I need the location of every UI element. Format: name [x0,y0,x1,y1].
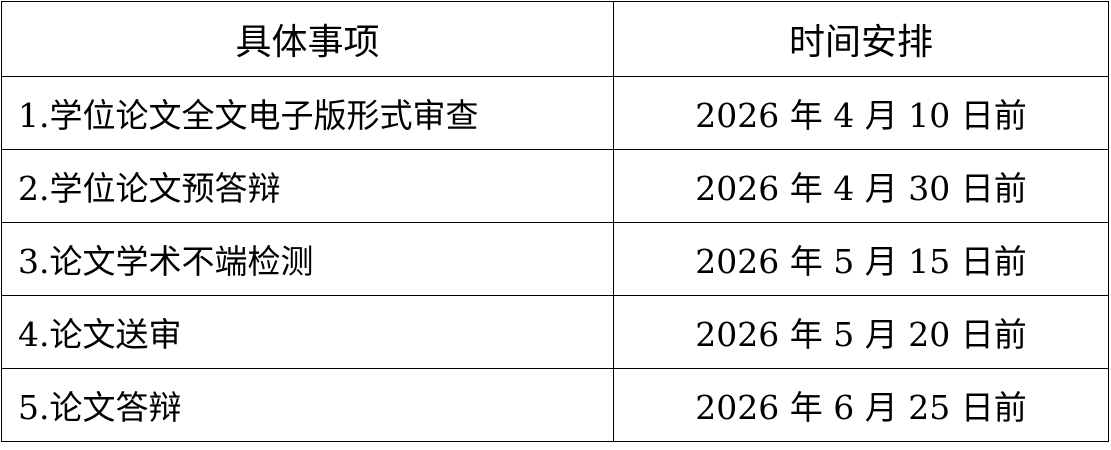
item-cell: 5.论文答辩 [1,368,614,442]
table-row: 4.论文送审 2026 年 5 月 20 日前 [1,295,1109,369]
time-cell: 2026 年 4 月 10 日前 [613,76,1109,150]
item-cell: 1.学位论文全文电子版形式审查 [1,76,614,150]
time-cell: 2026 年 5 月 20 日前 [613,295,1109,369]
header-time: 时间安排 [613,1,1109,77]
item-cell: 4.论文送审 [1,295,614,369]
table-row: 3.论文学术不端检测 2026 年 5 月 15 日前 [1,222,1109,296]
header-item: 具体事项 [1,1,614,77]
table-row: 1.学位论文全文电子版形式审查 2026 年 4 月 10 日前 [1,76,1109,150]
item-cell: 3.论文学术不端检测 [1,222,614,296]
schedule-table: 具体事项 时间安排 1.学位论文全文电子版形式审查 2026 年 4 月 10 日… [1,1,1109,442]
header-row: 具体事项 时间安排 [1,1,1109,77]
time-cell: 2026 年 5 月 15 日前 [613,222,1109,296]
time-cell: 2026 年 4 月 30 日前 [613,149,1109,223]
item-cell: 2.学位论文预答辩 [1,149,614,223]
table-row: 2.学位论文预答辩 2026 年 4 月 30 日前 [1,149,1109,223]
time-cell: 2026 年 6 月 25 日前 [613,368,1109,442]
table-row: 5.论文答辩 2026 年 6 月 25 日前 [1,368,1109,442]
